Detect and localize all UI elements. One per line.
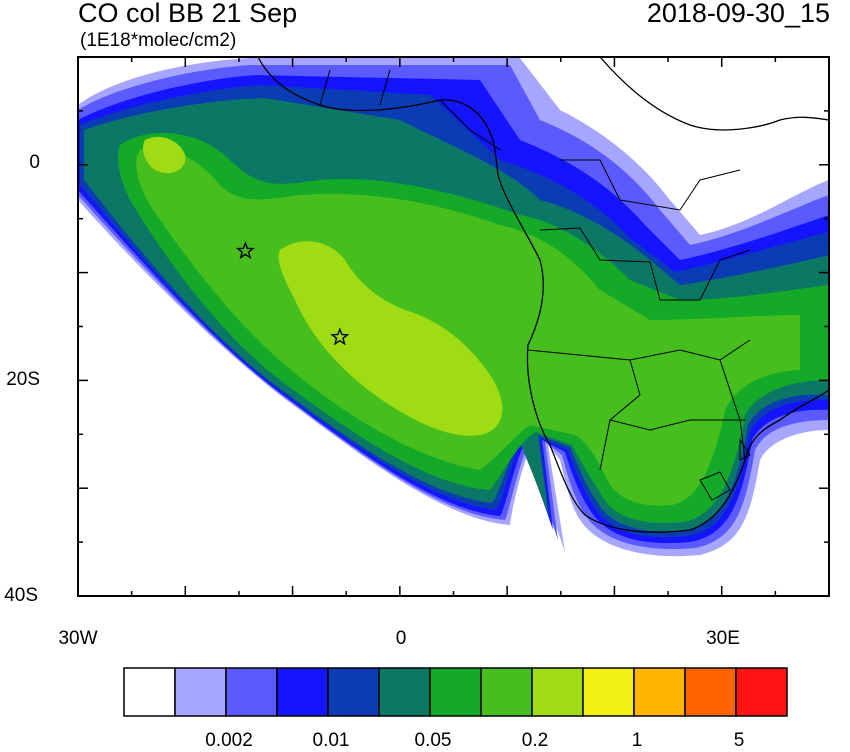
colorbar-swatch [633, 667, 686, 717]
y-tick-label: 40S [4, 585, 38, 606]
x-tick-label: 30W [58, 628, 98, 649]
colorbar-label: 0.01 [312, 730, 350, 751]
colorbar-swatch [429, 667, 482, 717]
marker-layer [235, 241, 350, 346]
x-tick-label: 0 [395, 628, 407, 649]
co-plume [78, 58, 829, 557]
country-borders [319, 69, 751, 501]
west-africa-coast [257, 57, 829, 533]
colorbar-label: 0.002 [205, 730, 253, 751]
colorbar-swatch [327, 667, 380, 717]
plume-level-6 [136, 147, 800, 506]
colorbar-swatch [684, 667, 737, 717]
units-label: (1E18*molec/cm2) [80, 30, 237, 51]
colorbar-label: 1 [631, 730, 643, 751]
colorbar-swatch [735, 667, 788, 717]
y-tick-label: 0 [29, 152, 40, 173]
plume-level-7 [278, 241, 503, 436]
colorbar-swatch [225, 667, 278, 717]
colorbar [123, 667, 788, 717]
colorbar-swatch [123, 667, 176, 717]
axis-ticks [77, 56, 830, 597]
colorbar-swatch [531, 667, 584, 717]
colorbar-swatch [378, 667, 431, 717]
star-marker [235, 241, 255, 260]
datetime-label: 2018-09-30_15 [646, 0, 830, 28]
star-marker [330, 327, 350, 346]
colorbar-label: 5 [733, 730, 745, 751]
colorbar-swatch [582, 667, 635, 717]
map-title: CO col BB 21 Sep [78, 0, 298, 28]
east-africa-coast [599, 57, 829, 131]
colorbar-swatch [174, 667, 227, 717]
x-tick-label: 30E [706, 628, 740, 649]
colorbar-swatch [480, 667, 533, 717]
plume-level-7-patch [143, 136, 186, 174]
coastlines [257, 57, 829, 533]
y-tick-label: 20S [6, 369, 40, 390]
colorbar-label: 0.2 [521, 730, 549, 751]
colorbar-label: 0.05 [414, 730, 452, 751]
colorbar-swatch [276, 667, 329, 717]
